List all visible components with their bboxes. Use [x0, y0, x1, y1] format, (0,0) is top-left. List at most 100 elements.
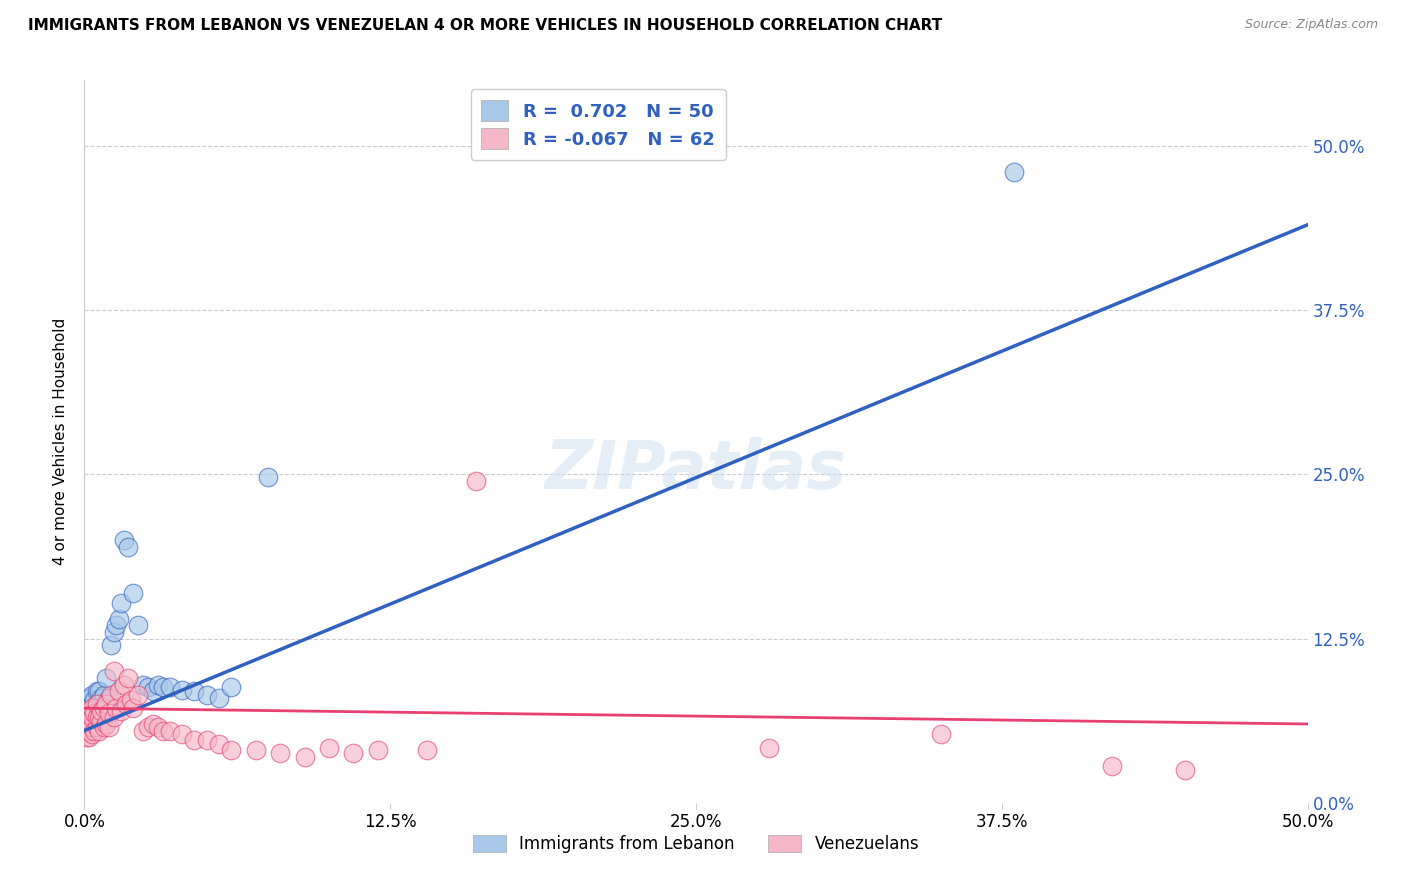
Point	[172, 682, 194, 697]
Point	[183, 684, 205, 698]
Point	[83, 693, 105, 707]
Point	[86, 710, 108, 724]
Point	[76, 717, 98, 731]
Point	[257, 470, 280, 484]
Point	[142, 717, 165, 731]
Point	[76, 710, 98, 724]
Text: ZIPatlas: ZIPatlas	[546, 437, 846, 503]
Point	[103, 710, 125, 724]
Text: Source: ZipAtlas.com: Source: ZipAtlas.com	[1244, 18, 1378, 31]
Point	[132, 723, 155, 738]
Point	[122, 585, 145, 599]
Point	[1174, 763, 1197, 777]
Point	[159, 680, 181, 694]
Point	[100, 638, 122, 652]
Point	[86, 698, 108, 712]
Point	[76, 723, 98, 738]
Point	[115, 698, 138, 712]
Point	[100, 688, 122, 702]
Point	[77, 730, 100, 744]
Point	[117, 540, 139, 554]
Point	[87, 710, 110, 724]
Point	[80, 706, 103, 721]
Point	[342, 746, 364, 760]
Point	[86, 706, 108, 721]
Point	[245, 743, 267, 757]
Point	[83, 706, 105, 721]
Point	[103, 665, 125, 679]
Point	[219, 680, 242, 694]
Point	[80, 720, 103, 734]
Point	[1101, 759, 1123, 773]
Point	[132, 677, 155, 691]
Point	[77, 717, 100, 731]
Point	[127, 618, 149, 632]
Point	[80, 727, 103, 741]
Point	[367, 743, 389, 757]
Point	[146, 720, 169, 734]
Point	[112, 677, 135, 691]
Point	[83, 710, 105, 724]
Point	[90, 704, 112, 718]
Point	[929, 727, 952, 741]
Point	[86, 684, 108, 698]
Point	[76, 730, 98, 744]
Point	[127, 688, 149, 702]
Point	[416, 743, 439, 757]
Point	[464, 474, 486, 488]
Point	[195, 688, 218, 702]
Point	[195, 732, 218, 747]
Point	[80, 701, 103, 715]
Point	[142, 684, 165, 698]
Point	[97, 706, 120, 721]
Point	[110, 596, 132, 610]
Point	[93, 720, 115, 734]
Point	[87, 684, 110, 698]
Point	[318, 740, 340, 755]
Point	[105, 618, 128, 632]
Point	[152, 723, 174, 738]
Point	[208, 690, 231, 705]
Point	[103, 625, 125, 640]
Point	[76, 717, 98, 731]
Point	[96, 671, 118, 685]
Point	[219, 743, 242, 757]
Legend: Immigrants from Lebanon, Venezuelans: Immigrants from Lebanon, Venezuelans	[465, 828, 927, 860]
Point	[90, 714, 112, 729]
Point	[77, 723, 100, 738]
Point	[105, 701, 128, 715]
Point	[93, 701, 115, 715]
Point	[117, 671, 139, 685]
Point	[269, 746, 291, 760]
Point	[294, 749, 316, 764]
Point	[122, 701, 145, 715]
Point	[183, 732, 205, 747]
Point	[76, 698, 98, 712]
Point	[96, 698, 118, 712]
Point	[146, 677, 169, 691]
Point	[80, 688, 103, 702]
Point	[152, 680, 174, 694]
Point	[97, 720, 120, 734]
Point	[76, 704, 98, 718]
Point	[87, 698, 110, 712]
Point	[80, 698, 103, 712]
Point	[77, 706, 100, 721]
Point	[96, 717, 118, 731]
Point	[77, 717, 100, 731]
Point	[76, 710, 98, 724]
Point	[136, 720, 159, 734]
Point	[90, 701, 112, 715]
Point	[83, 723, 105, 738]
Text: IMMIGRANTS FROM LEBANON VS VENEZUELAN 4 OR MORE VEHICLES IN HOUSEHOLD CORRELATIO: IMMIGRANTS FROM LEBANON VS VENEZUELAN 4 …	[28, 18, 942, 33]
Point	[107, 612, 129, 626]
Point	[93, 698, 115, 712]
Point	[86, 698, 108, 712]
Point	[86, 720, 108, 734]
Point	[1002, 165, 1025, 179]
Point	[90, 690, 112, 705]
Point	[87, 723, 110, 738]
Point	[120, 693, 142, 707]
Point	[83, 704, 105, 718]
Point	[77, 710, 100, 724]
